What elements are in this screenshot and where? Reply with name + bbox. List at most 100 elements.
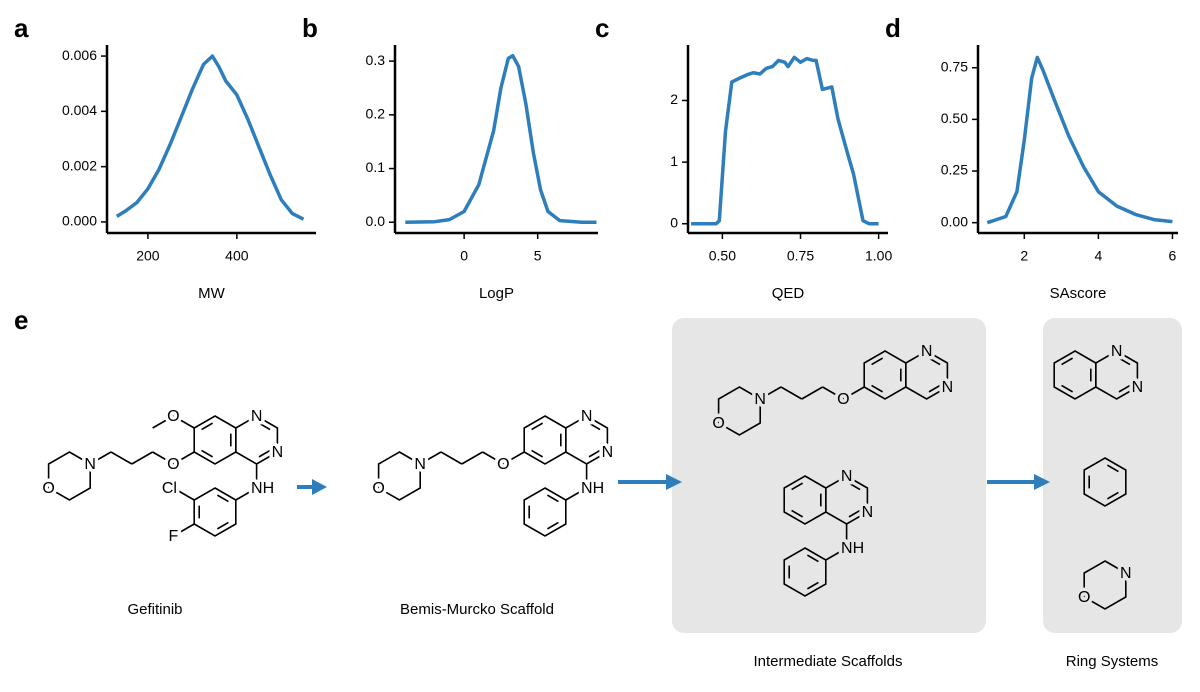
y-tick-label: 0 (670, 214, 678, 230)
bond (531, 449, 544, 458)
atom-label: N (84, 456, 96, 473)
atom-label: O (497, 456, 509, 473)
ring (193, 487, 237, 537)
atom-label: O (42, 480, 54, 497)
bond (843, 386, 865, 400)
bond (791, 482, 804, 491)
caption: Gefitinib (127, 601, 182, 618)
y-tick-label: 0.006 (62, 47, 97, 63)
atom-label: N (921, 343, 933, 360)
ring (1083, 560, 1127, 610)
bond (152, 451, 174, 465)
bond (152, 415, 174, 429)
bond (1106, 464, 1119, 473)
intermediate-box (672, 318, 986, 633)
x-axis-label: SAscore (1050, 285, 1107, 302)
bond (173, 523, 195, 537)
bond (871, 384, 884, 393)
bond (565, 487, 587, 501)
y-tick-label: 0.00 (941, 213, 968, 229)
bond (848, 509, 861, 518)
bond (806, 554, 819, 563)
x-tick-label: 6 (1169, 248, 1177, 264)
atom-label: N (581, 408, 593, 425)
y-tick-label: 0.2 (366, 106, 386, 122)
arrow-head (1034, 474, 1050, 490)
bond (791, 509, 804, 518)
caption: Ring Systems (1066, 653, 1159, 670)
ring (523, 487, 567, 537)
bond (871, 357, 884, 366)
bond (419, 451, 442, 465)
x-tick-label: 1.00 (865, 248, 892, 264)
ring (47, 451, 91, 501)
x-tick-label: 0.75 (787, 248, 814, 264)
x-tick-label: 4 (1094, 248, 1102, 264)
ring (193, 415, 237, 465)
atom-label: N (1120, 565, 1132, 582)
atom-label: N (1132, 379, 1144, 396)
ring (1095, 350, 1139, 400)
arrow-head (666, 474, 682, 490)
y-tick-label: 2 (670, 91, 678, 107)
atom-label: O (372, 480, 384, 497)
arrows (297, 474, 1050, 495)
bond (588, 449, 601, 458)
atom-label: N (414, 456, 426, 473)
bond (546, 494, 559, 503)
panel-label: b (302, 13, 318, 43)
atom-label: O (1078, 589, 1090, 606)
y-tick-label: 0.3 (366, 52, 386, 68)
ring-box (1043, 318, 1182, 633)
bond (461, 451, 483, 465)
arrow-head (312, 479, 327, 495)
bond (173, 415, 195, 429)
bond (1061, 357, 1074, 366)
atom-label: F (169, 528, 179, 545)
bond (1106, 491, 1119, 500)
panel-label: e (14, 305, 28, 335)
bond (759, 386, 782, 400)
x-axis-label: LogP (479, 285, 514, 302)
y-tick-label: 0.002 (62, 157, 97, 173)
bond (131, 451, 153, 465)
ring (377, 451, 422, 501)
bond (201, 422, 214, 431)
panel-label: c (595, 13, 609, 43)
y-tick-label: 1 (670, 153, 678, 169)
bond (258, 449, 271, 458)
bond (780, 386, 803, 400)
bond (110, 451, 133, 465)
y-tick-label: 0.75 (941, 58, 968, 74)
bond (822, 386, 844, 400)
bond (928, 384, 941, 393)
atom-label: O (167, 456, 179, 473)
bond (848, 482, 861, 491)
density-line (115, 54, 305, 221)
atom-label: N (251, 408, 263, 425)
atom-label: O (712, 415, 724, 432)
bond (201, 449, 214, 458)
bond (173, 487, 195, 501)
x-tick-label: 2 (1020, 248, 1028, 264)
atom-label: O (167, 408, 179, 425)
bond (546, 521, 559, 530)
bond (235, 487, 257, 501)
x-axis-label: QED (772, 285, 805, 302)
bond (588, 422, 601, 431)
bond (503, 451, 525, 465)
bond (1118, 357, 1131, 366)
bond (216, 494, 229, 503)
bond (89, 451, 112, 465)
ring (717, 386, 762, 436)
x-tick-label: 0.50 (709, 248, 736, 264)
bond (928, 357, 941, 366)
y-tick-label: 0.0 (366, 213, 386, 229)
density-line (691, 55, 879, 226)
bond (806, 581, 819, 590)
atom-label: N (862, 504, 874, 521)
bond (531, 422, 544, 431)
atom-label: N (841, 468, 853, 485)
x-tick-label: 5 (534, 248, 542, 264)
